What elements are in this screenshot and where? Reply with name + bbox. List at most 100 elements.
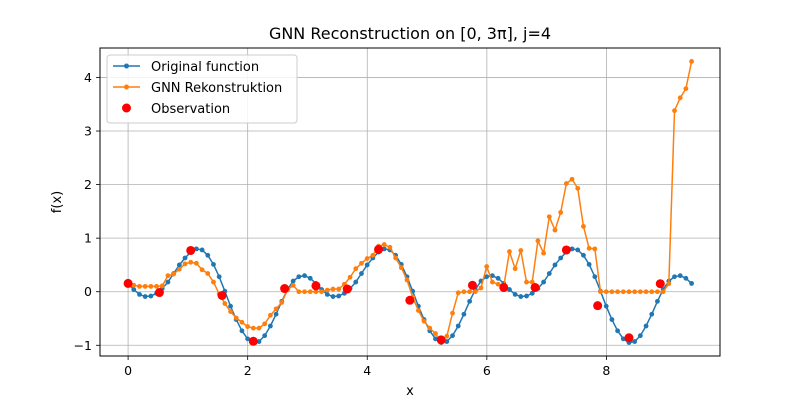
- x-axis-label: x: [406, 384, 414, 399]
- observation-point: [374, 244, 384, 254]
- data-point: [637, 289, 643, 295]
- data-point: [450, 310, 455, 316]
- observation-point: [530, 282, 540, 292]
- data-point: [558, 255, 564, 261]
- legend-label-observation: Observation: [151, 102, 230, 117]
- data-point: [586, 262, 592, 267]
- data-point: [546, 271, 552, 276]
- data-point: [381, 242, 387, 247]
- data-point: [677, 95, 683, 101]
- data-point: [615, 289, 620, 295]
- data-point: [165, 279, 171, 285]
- x-tick-label: 6: [483, 363, 491, 378]
- data-point: [552, 227, 558, 233]
- data-point: [643, 289, 649, 295]
- series-0: [125, 246, 694, 346]
- data-point: [609, 317, 615, 322]
- data-point: [296, 274, 302, 280]
- data-point: [433, 331, 438, 336]
- data-point: [495, 281, 501, 287]
- data-point: [296, 289, 302, 295]
- legend-box: [106, 54, 298, 124]
- data-point: [643, 323, 649, 329]
- data-point: [484, 264, 490, 269]
- data-point: [518, 248, 524, 253]
- data-point: [672, 108, 677, 114]
- data-point: [626, 289, 632, 295]
- data-point: [290, 282, 296, 288]
- data-point: [268, 312, 273, 318]
- data-point: [137, 283, 142, 289]
- data-point: [569, 176, 575, 182]
- data-point: [592, 246, 598, 252]
- data-point: [307, 275, 313, 281]
- data-point: [194, 260, 199, 266]
- data-point: [137, 292, 142, 297]
- data-point: [279, 300, 285, 305]
- data-point: [478, 285, 484, 291]
- data-point: [683, 275, 689, 281]
- data-point: [364, 262, 370, 268]
- y-tick-label: 3: [84, 124, 92, 139]
- data-point: [256, 339, 262, 344]
- data-point: [176, 266, 182, 272]
- chart-title: GNN Reconstruction on [0, 3π], j=4: [269, 24, 551, 43]
- data-point: [495, 275, 501, 281]
- observation-point: [342, 284, 352, 294]
- data-point: [199, 267, 205, 273]
- data-point: [507, 287, 512, 292]
- data-point: [188, 259, 194, 265]
- data-point: [313, 289, 319, 295]
- data-point: [620, 289, 626, 295]
- legend-label-original: Original function: [151, 60, 259, 75]
- data-point: [330, 286, 336, 292]
- y-axis-label: f(x): [50, 191, 65, 213]
- data-point: [421, 318, 427, 324]
- data-point: [398, 265, 404, 271]
- data-point: [455, 290, 461, 296]
- observation-point: [436, 335, 446, 345]
- data-point: [324, 292, 330, 297]
- data-point: [239, 319, 245, 325]
- data-point: [535, 238, 541, 244]
- x-tick-label: 0: [124, 363, 132, 378]
- data-point: [336, 286, 342, 292]
- data-point: [467, 289, 473, 295]
- data-point: [427, 325, 433, 331]
- data-point: [182, 255, 188, 261]
- y-tick-label: 2: [84, 177, 92, 192]
- observation-point: [248, 336, 258, 346]
- data-point: [518, 294, 524, 299]
- legend-marker-gnn: [124, 84, 129, 90]
- data-point: [677, 273, 683, 279]
- legend: Original function GNN Rekonstruktion Obs…: [106, 54, 298, 124]
- data-point: [552, 262, 558, 268]
- data-point: [467, 298, 473, 304]
- data-point: [273, 306, 279, 312]
- data-point: [330, 294, 336, 299]
- data-point: [637, 333, 643, 339]
- series-2: [123, 244, 665, 346]
- data-point: [239, 328, 245, 334]
- data-point: [228, 303, 233, 309]
- data-point: [563, 181, 569, 186]
- data-point: [575, 185, 581, 191]
- data-point: [541, 250, 546, 256]
- data-point: [233, 315, 239, 321]
- data-point: [290, 278, 296, 284]
- data-point: [148, 283, 154, 289]
- data-point: [512, 292, 518, 297]
- data-point: [245, 336, 251, 342]
- data-point: [273, 311, 279, 317]
- observation-point: [593, 301, 603, 311]
- data-point: [370, 252, 376, 258]
- observation-point: [154, 288, 164, 298]
- y-tick-label: −1: [74, 338, 92, 353]
- data-point: [632, 339, 638, 344]
- plot-area: [123, 58, 694, 346]
- data-point: [336, 293, 342, 299]
- data-point: [205, 271, 211, 276]
- data-point: [689, 281, 694, 286]
- observation-point: [467, 280, 477, 290]
